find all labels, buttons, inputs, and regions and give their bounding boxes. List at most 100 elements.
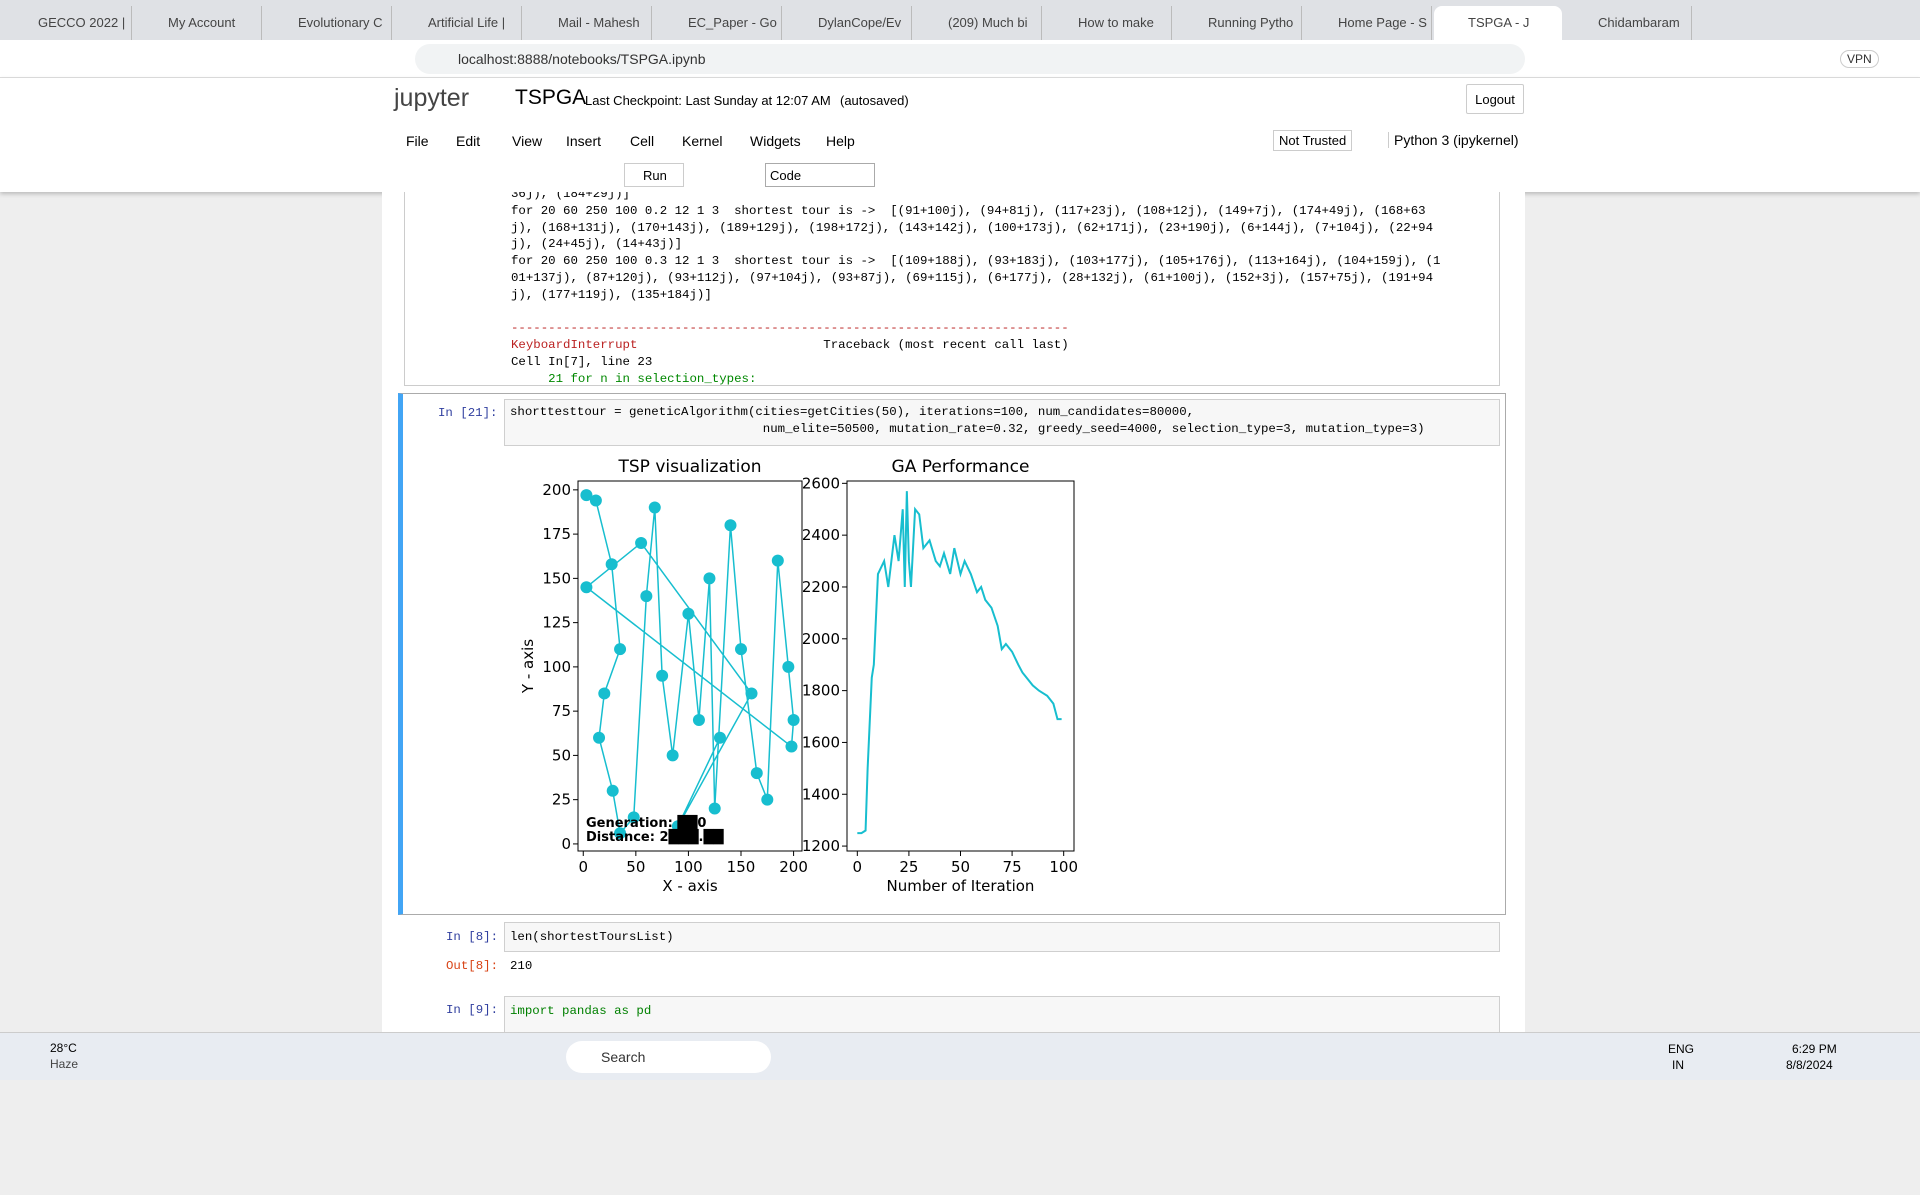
checkpoint: Last Checkpoint: Last Sunday at 12:07 AM — [585, 93, 831, 108]
x-tick-label: 50 — [626, 858, 645, 876]
vpn[interactable]: VPN — [1840, 50, 1879, 68]
x-label: X - axis — [662, 877, 717, 895]
y-tick-label: 2400 — [802, 526, 840, 544]
menu-item[interactable]: Widgets — [750, 133, 801, 149]
logo: jupyter — [394, 84, 470, 112]
code-input[interactable]: import pandas as pd — [504, 996, 1500, 1036]
menu-item[interactable]: Insert — [566, 133, 602, 149]
x-tick-label: 200 — [779, 858, 808, 876]
cell-type[interactable]: Code — [765, 163, 875, 187]
x-tick-label: 75 — [1003, 858, 1022, 876]
city — [640, 590, 653, 603]
city — [708, 802, 721, 815]
menu-item[interactable]: Edit — [456, 133, 481, 149]
city — [671, 820, 684, 833]
output-line: KeyboardInterrupt Traceback (most recent… — [511, 337, 1440, 354]
output-line: j), (168+131j), (170+143j), (189+129j), … — [511, 220, 1434, 235]
url-field[interactable] — [415, 44, 1525, 74]
city — [692, 713, 705, 726]
city — [724, 519, 737, 532]
output-line: for 20 60 250 100 0.2 12 1 3 shortest to… — [511, 203, 1426, 218]
kernel: Python 3 (ipykernel) — [1388, 132, 1519, 148]
autosaved: (autosaved) — [840, 93, 909, 108]
menu-item[interactable]: File — [406, 133, 429, 149]
code-line: shorttesttour = geneticAlgorithm(cities=… — [510, 405, 1195, 419]
notebook-title[interactable]: TSPGA — [515, 86, 587, 109]
city — [627, 811, 640, 824]
tab[interactable]: (209) Much bi — [914, 6, 1042, 40]
y-tick-label: 1200 — [802, 837, 840, 855]
page: GECCO 2022 | My Account Evolutionary C Arti… — [0, 0, 1920, 1073]
prompt: In [8]: — [446, 930, 499, 944]
city — [614, 643, 627, 656]
y-tick-label: 50 — [552, 746, 571, 764]
prompt: In [9]: — [446, 1003, 499, 1017]
region: IN — [1672, 1058, 1684, 1072]
city — [682, 607, 695, 620]
city — [745, 687, 758, 700]
y-tick-label: 150 — [542, 569, 571, 587]
menu-bar: File Edit View Insert Cell Kernel Widgets Help — [406, 133, 1526, 157]
x-tick-label: 100 — [1049, 858, 1078, 876]
y-tick-label: 200 — [542, 481, 571, 499]
output-line: for 20 60 250 100 0.3 12 1 3 shortest to… — [511, 254, 1441, 269]
y-tick-label: 1800 — [802, 682, 840, 700]
url[interactable]: localhost:8888/notebooks/TSPGA.ipynb — [458, 51, 706, 67]
city — [713, 731, 726, 744]
city — [635, 536, 648, 549]
city — [648, 501, 661, 514]
trust[interactable]: Not Trusted — [1273, 130, 1353, 151]
tab[interactable]: Home Page - S — [1304, 6, 1432, 40]
tab[interactable]: GECCO 2022 | — [4, 6, 132, 40]
clock-time: 6:29 PM — [1792, 1042, 1837, 1056]
trace-text: Traceback (most recent call last) — [823, 338, 1069, 353]
weather: Haze — [50, 1057, 79, 1071]
y-tick-label: 100 — [542, 658, 571, 676]
tab[interactable]: How to make — [1044, 6, 1172, 40]
run-button[interactable]: Run — [624, 163, 684, 187]
tab[interactable]: DylanCope/Ev — [784, 6, 912, 40]
menu-item[interactable]: Help — [826, 133, 855, 149]
temperature: 28°C — [50, 1041, 77, 1055]
tab[interactable]: Mail - Mahesh — [524, 6, 652, 40]
y-tick-label: 1400 — [802, 785, 840, 803]
code-line: num_elite=50500, mutation_rate=0.32, gre… — [510, 422, 1425, 436]
x-tick-label: 150 — [727, 858, 756, 876]
annotation: Generation: ██0 — [586, 814, 706, 831]
tab[interactable]: Running Pytho — [1174, 6, 1302, 40]
city — [750, 767, 763, 780]
x-tick-label: 50 — [951, 858, 970, 876]
city — [605, 558, 618, 571]
tab[interactable]: Evolutionary C — [264, 6, 392, 40]
y-tick-label: 2000 — [802, 630, 840, 648]
x-tick-label: 100 — [674, 858, 703, 876]
y-tick-label: 0 — [561, 835, 571, 853]
city — [580, 581, 593, 594]
tab[interactable]: Chidambaram — [1564, 6, 1692, 40]
code-input[interactable]: shorttesttour = geneticAlgorithm(cities=… — [504, 399, 1500, 446]
cell-21[interactable] — [398, 393, 1506, 915]
city — [787, 713, 800, 726]
tab[interactable]: My Account — [134, 6, 262, 40]
city — [598, 687, 611, 700]
tab[interactable]: Artificial Life | — [394, 6, 522, 40]
logout-button[interactable]: Logout — [1466, 84, 1524, 114]
tab[interactable]: EC_Paper - Go — [654, 6, 782, 40]
tab[interactable]: TSPGA - J — [1434, 6, 1562, 40]
menu-item[interactable]: Kernel — [682, 133, 723, 149]
y-tick-label: 2200 — [802, 578, 840, 596]
menu-item[interactable]: View — [512, 133, 543, 149]
out-prompt: Out[8]: — [446, 959, 499, 973]
notebook: 36j), (184+29j)] for 20 60 250 100 0.2 12… — [382, 192, 1525, 1036]
city — [782, 660, 795, 673]
y-label: Y - axis — [519, 639, 537, 694]
tab-bar: GECCO 2022 | My Account Evolutionary C Arti… — [0, 0, 1920, 40]
search[interactable]: Search — [601, 1049, 646, 1065]
search-box[interactable] — [566, 1041, 771, 1073]
y-tick-label: 1600 — [802, 733, 840, 751]
address-bar: localhost:8888/notebooks/TSPGA.ipynb VPN — [0, 40, 1920, 78]
code-input[interactable]: len(shortestToursList) — [504, 922, 1500, 952]
menu-item[interactable]: Cell — [630, 133, 655, 149]
plot-title: TSP visualization — [617, 457, 761, 477]
